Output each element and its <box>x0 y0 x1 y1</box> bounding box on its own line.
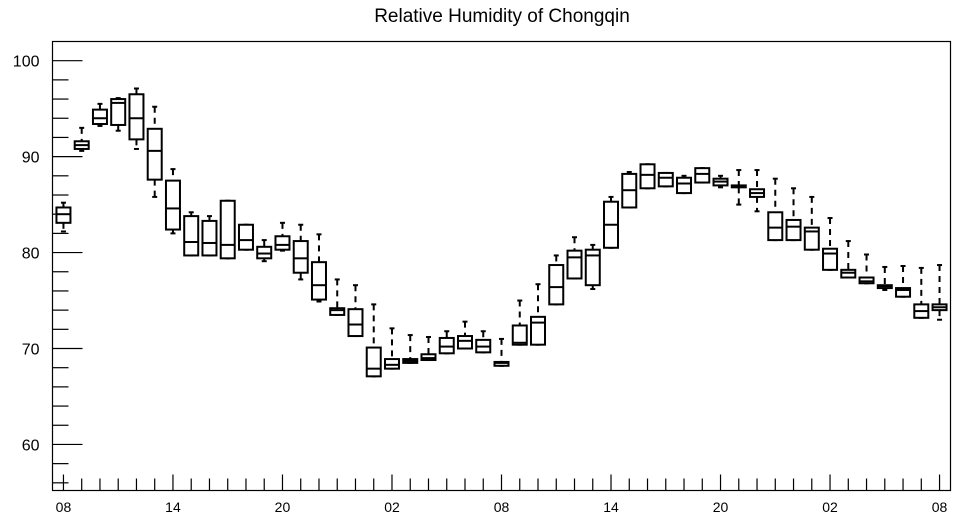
box-item <box>438 330 455 355</box>
box-item <box>511 299 528 346</box>
box-iqr <box>329 307 346 316</box>
box-iqr <box>183 215 200 257</box>
box-item <box>128 87 145 150</box>
box-item <box>456 320 473 350</box>
x-tick-label: 02 <box>384 499 400 515</box>
box-iqr <box>347 308 364 338</box>
box-iqr <box>785 218 802 242</box>
box-iqr <box>456 335 473 350</box>
box-item <box>365 303 382 378</box>
box-item <box>767 177 784 242</box>
box-series <box>55 87 948 378</box>
box-iqr <box>548 264 565 306</box>
box-iqr <box>274 235 291 251</box>
box-iqr <box>365 346 382 378</box>
x-tick-label: 20 <box>713 499 729 515</box>
y-tick-label: 70 <box>22 342 40 359</box>
box-iqr <box>511 324 528 346</box>
plot-frame <box>51 40 952 492</box>
box-item <box>712 174 729 189</box>
box-iqr <box>803 226 820 251</box>
box-iqr <box>292 240 309 274</box>
box-item <box>876 265 893 291</box>
box-item <box>256 239 273 263</box>
box-iqr <box>91 108 108 126</box>
y-tick-label: 100 <box>13 54 40 71</box>
box-iqr <box>566 249 583 280</box>
box-iqr <box>767 211 784 242</box>
box-iqr <box>146 127 163 181</box>
box-iqr <box>110 98 127 126</box>
box-item <box>219 199 236 260</box>
box-item <box>55 201 72 233</box>
box-iqr <box>822 247 839 271</box>
box-item <box>913 266 930 319</box>
box-item <box>530 283 547 346</box>
box-iqr <box>584 248 601 287</box>
x-tick-label: 02 <box>822 499 838 515</box>
box-iqr <box>219 199 236 260</box>
box-item <box>201 215 218 257</box>
box-iqr <box>694 167 711 184</box>
box-item <box>420 335 437 362</box>
box-item <box>694 167 711 184</box>
box-item <box>566 236 583 280</box>
box-item <box>91 102 108 127</box>
x-axis: 08 14 20 02 08 14 20 02 08 <box>56 474 948 515</box>
box-item <box>858 253 875 285</box>
x-tick-label: 20 <box>275 499 291 515</box>
box-item <box>584 243 601 291</box>
box-item <box>347 284 364 338</box>
box-iqr <box>237 223 254 251</box>
box-item <box>383 327 400 370</box>
box-item <box>73 126 90 152</box>
box-iqr <box>164 179 181 231</box>
box-item <box>895 265 912 298</box>
box-item <box>822 217 839 271</box>
box-item <box>749 169 766 213</box>
box-iqr <box>657 171 674 188</box>
box-item <box>310 233 327 303</box>
box-iqr <box>530 315 547 346</box>
y-tick-label: 60 <box>22 437 40 454</box>
box-item <box>639 163 656 190</box>
box-iqr <box>128 93 145 141</box>
y-tick-label: 80 <box>22 246 40 263</box>
box-item <box>785 187 802 242</box>
box-item <box>402 334 419 364</box>
box-iqr <box>639 163 656 190</box>
x-tick-label: 14 <box>165 499 181 515</box>
box-item <box>621 170 638 209</box>
box-item <box>237 223 254 251</box>
box-item <box>603 195 620 249</box>
box-iqr <box>895 287 912 298</box>
box-iqr <box>676 176 693 195</box>
box-item <box>146 105 163 198</box>
y-tick-label: 90 <box>22 150 40 167</box>
y-axis: 60 70 80 90 100 <box>13 54 83 484</box>
box-item <box>164 168 181 235</box>
box-item <box>676 174 693 195</box>
box-item <box>840 240 857 279</box>
x-tick-label: 14 <box>603 499 619 515</box>
box-item <box>548 254 565 306</box>
x-tick-label: 08 <box>494 499 510 515</box>
box-item <box>183 211 200 257</box>
box-item <box>657 171 674 188</box>
chart-title: Relative Humidity of Chongqin <box>374 6 630 27</box>
x-tick-label: 08 <box>56 499 72 515</box>
box-item <box>803 195 820 251</box>
box-item <box>292 223 309 281</box>
box-item <box>329 278 346 316</box>
x-tick-label: 08 <box>932 499 948 515</box>
box-item <box>493 337 510 367</box>
box-item <box>931 264 948 321</box>
box-item <box>730 169 747 206</box>
box-item <box>110 97 127 132</box>
box-iqr <box>310 261 327 301</box>
box-item <box>274 221 291 252</box>
box-item <box>475 330 492 354</box>
box-iqr <box>201 219 218 257</box>
